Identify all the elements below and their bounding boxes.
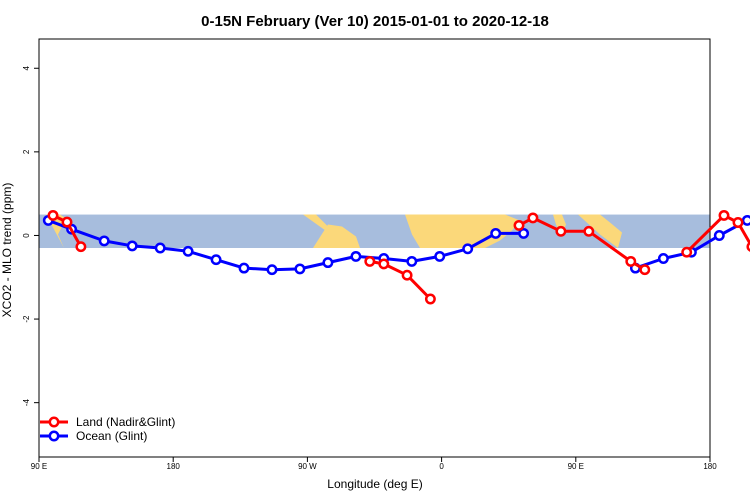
- series-line-land: [369, 259, 432, 301]
- data-point-land: [681, 246, 693, 258]
- data-point-land: [625, 255, 637, 267]
- x-tick-label: 90 E: [31, 462, 47, 471]
- data-point-ocean: [350, 250, 362, 262]
- y-tick-label: 0: [22, 233, 31, 238]
- x-tick-label: 0: [439, 462, 444, 471]
- data-point-land: [639, 264, 651, 276]
- data-point-ocean: [182, 245, 194, 257]
- data-point-ocean: [154, 242, 166, 254]
- data-point-ocean: [266, 264, 278, 276]
- series-layer: [42, 209, 750, 305]
- legend-land-marker: [48, 416, 60, 428]
- data-point-land: [732, 217, 744, 228]
- data-point-land: [75, 241, 87, 253]
- data-point-land: [527, 212, 539, 224]
- data-point-land: [61, 216, 73, 228]
- x-tick-label: 90 W: [298, 462, 317, 471]
- data-point-ocean: [518, 227, 530, 239]
- series-line-land: [685, 213, 750, 254]
- y-tick-label: -2: [22, 315, 31, 323]
- data-point-land: [746, 241, 750, 252]
- data-point-ocean: [490, 227, 502, 239]
- data-point-land: [364, 255, 376, 267]
- land-africa: [405, 214, 520, 248]
- x-tick-label: 180: [167, 462, 181, 471]
- plot-frame: [38, 38, 711, 458]
- data-point-land: [401, 269, 413, 281]
- series-line-ocean: [634, 218, 750, 270]
- y-tick-label: 2: [22, 149, 31, 154]
- data-point-ocean: [462, 243, 474, 255]
- data-point-land: [555, 225, 567, 237]
- data-point-ocean: [294, 263, 306, 275]
- data-point-ocean: [657, 253, 669, 264]
- data-point-land: [718, 209, 730, 221]
- data-point-ocean: [238, 262, 250, 274]
- land-south-america: [313, 224, 360, 248]
- data-point-land: [513, 219, 525, 231]
- data-point-land: [424, 293, 436, 305]
- x-axis-label: Longitude (deg E): [327, 477, 422, 491]
- legend-ocean-label: Ocean (Glint): [76, 429, 147, 443]
- y-axis: -4 -2 0 2 4: [22, 65, 39, 406]
- land-indochina: [578, 214, 622, 248]
- data-point-ocean: [741, 214, 750, 226]
- x-tick-label: 90 E: [568, 462, 584, 471]
- data-point-ocean: [713, 230, 725, 241]
- chart-title: 0-15N February (Ver 10) 2015-01-01 to 20…: [201, 13, 549, 30]
- x-tick-label: 180: [703, 462, 717, 471]
- legend-land-label: Land (Nadir&Glint): [76, 415, 175, 429]
- y-axis-label: XCO2 - MLO trend (ppm): [0, 183, 14, 318]
- legend-ocean-marker: [48, 430, 60, 442]
- x-axis: 90 E 180 90 W 0 90 E 180: [31, 457, 717, 471]
- y-tick-label: 4: [22, 65, 31, 70]
- data-point-ocean: [406, 255, 418, 267]
- data-point-ocean: [434, 250, 446, 262]
- data-point-ocean: [210, 254, 222, 266]
- data-point-land: [378, 258, 390, 270]
- data-point-land: [47, 209, 59, 221]
- data-point-land: [583, 225, 595, 237]
- legend: Land (Nadir&Glint) Ocean (Glint): [40, 415, 175, 443]
- data-point-ocean: [126, 240, 138, 252]
- data-point-ocean: [98, 235, 110, 247]
- y-tick-label: -4: [22, 399, 31, 407]
- data-point-ocean: [322, 257, 334, 269]
- map-band: [39, 214, 710, 248]
